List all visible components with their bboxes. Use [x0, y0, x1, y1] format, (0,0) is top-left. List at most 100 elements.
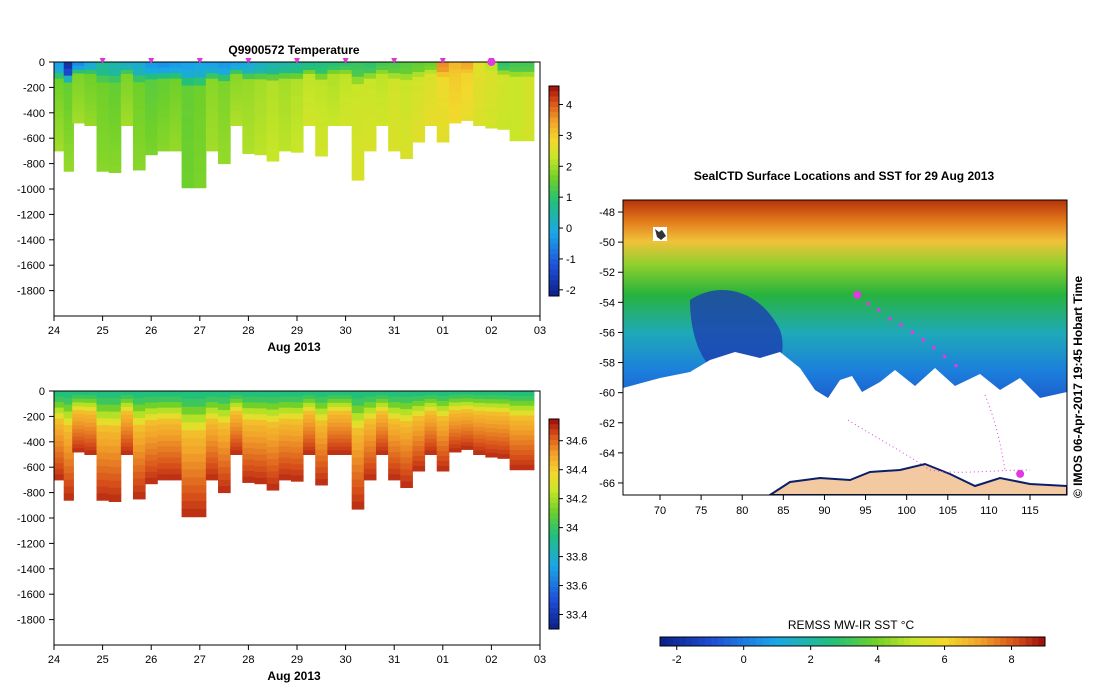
profile-cell [509, 425, 523, 431]
temperature-xlabel: Aug 2013 [267, 340, 321, 354]
profile-cell [120, 121, 134, 126]
profile-cell [108, 418, 122, 427]
profile-cell [218, 68, 231, 76]
profile-cell [254, 108, 268, 115]
profile-cell [315, 473, 328, 480]
profile-cell [120, 430, 134, 436]
sst-colorbar-swatch [987, 637, 995, 646]
profile-cell [54, 429, 65, 436]
profile-cell [242, 402, 255, 409]
profile-cell [436, 401, 450, 407]
profile-cell [145, 396, 158, 404]
profile-cell [363, 407, 377, 414]
profile-cell [473, 391, 486, 396]
colorbar-swatch [549, 560, 559, 567]
profile-cell [315, 479, 328, 486]
profile-cell [218, 486, 231, 494]
profile-cell [315, 126, 328, 133]
profile-cell [72, 436, 85, 442]
profile-cell [254, 102, 268, 109]
profile-cell [400, 62, 413, 69]
profile-cell [290, 107, 304, 114]
profile-cell [108, 391, 122, 399]
profile-cell [157, 424, 170, 431]
profile-cell [363, 62, 377, 69]
profile-cell [108, 144, 122, 153]
sst-colorbar-swatch [955, 637, 963, 646]
profile-cell [315, 132, 328, 139]
colorbar-swatch [549, 503, 559, 509]
profile-cell [339, 446, 353, 452]
map-y-tick-label: -62 [599, 418, 615, 430]
profile-cell [485, 107, 498, 113]
profile-cell [497, 420, 511, 426]
profile-cell [181, 124, 195, 134]
profile-cell [303, 121, 316, 126]
profile-cell [193, 124, 207, 134]
profile-cell [54, 117, 65, 124]
profile-cell [521, 400, 535, 407]
profile-cell [278, 106, 292, 113]
profile-cell [169, 418, 183, 425]
profile-cell [84, 97, 98, 103]
profile-cell [84, 434, 98, 440]
profile-cell [96, 391, 110, 399]
sst-colorbar-swatch [820, 637, 828, 646]
colorbar-swatch [549, 175, 559, 181]
profile-cell [412, 406, 426, 412]
profile-cell [363, 441, 377, 448]
profile-cell [473, 450, 486, 455]
profile-cell [412, 456, 426, 462]
profile-cell [145, 131, 158, 138]
profile-cell [96, 116, 110, 124]
profile-cell [266, 434, 280, 442]
profile-cell [120, 438, 134, 444]
y-tick-label: -1600 [17, 260, 45, 272]
profile-cell [120, 418, 134, 424]
profile-cell [461, 72, 474, 78]
profile-cell [412, 421, 426, 427]
profile-cell [278, 95, 292, 102]
profile-cell [339, 434, 353, 440]
profile-cell [363, 468, 377, 475]
profile-cell [290, 452, 304, 460]
x-tick-label: 25 [96, 654, 108, 666]
profile-cell [315, 426, 328, 433]
profile-cell [205, 123, 219, 130]
profile-cell [181, 446, 195, 455]
profile-cell [424, 414, 438, 420]
profile-cell [120, 81, 134, 87]
profile-cell [205, 139, 219, 146]
profile-cell [157, 474, 170, 481]
colorbar-swatch [549, 133, 559, 139]
profile-cell [412, 436, 426, 442]
profile-cell [120, 414, 134, 420]
profile-cell [96, 68, 110, 77]
profile-cell [461, 427, 474, 432]
profile-cell [448, 429, 462, 434]
profile-cell [169, 396, 183, 403]
profile-cell [54, 84, 65, 91]
profile-cell [509, 101, 523, 107]
colorbar-tick-label: 34.6 [566, 436, 587, 448]
x-tick-label: 30 [339, 325, 351, 337]
colorbar-swatch [549, 138, 559, 145]
profile-cell [315, 144, 328, 151]
profile-cell [424, 77, 438, 83]
profile-cell [521, 415, 535, 422]
colorbar-swatch [549, 466, 559, 472]
profile-cell [436, 416, 450, 422]
profile-cell [521, 450, 535, 456]
profile-cell [290, 118, 304, 125]
profile-cell [363, 463, 377, 470]
profile-cell [132, 492, 146, 500]
profile-marker [391, 58, 398, 64]
profile-cell [54, 402, 65, 409]
profile-cell [254, 125, 268, 133]
profile-cell [363, 435, 377, 442]
profile-cell [132, 102, 146, 110]
profile-cell [120, 93, 134, 99]
colorbar-swatch [549, 269, 559, 276]
profile-cell [473, 65, 486, 71]
